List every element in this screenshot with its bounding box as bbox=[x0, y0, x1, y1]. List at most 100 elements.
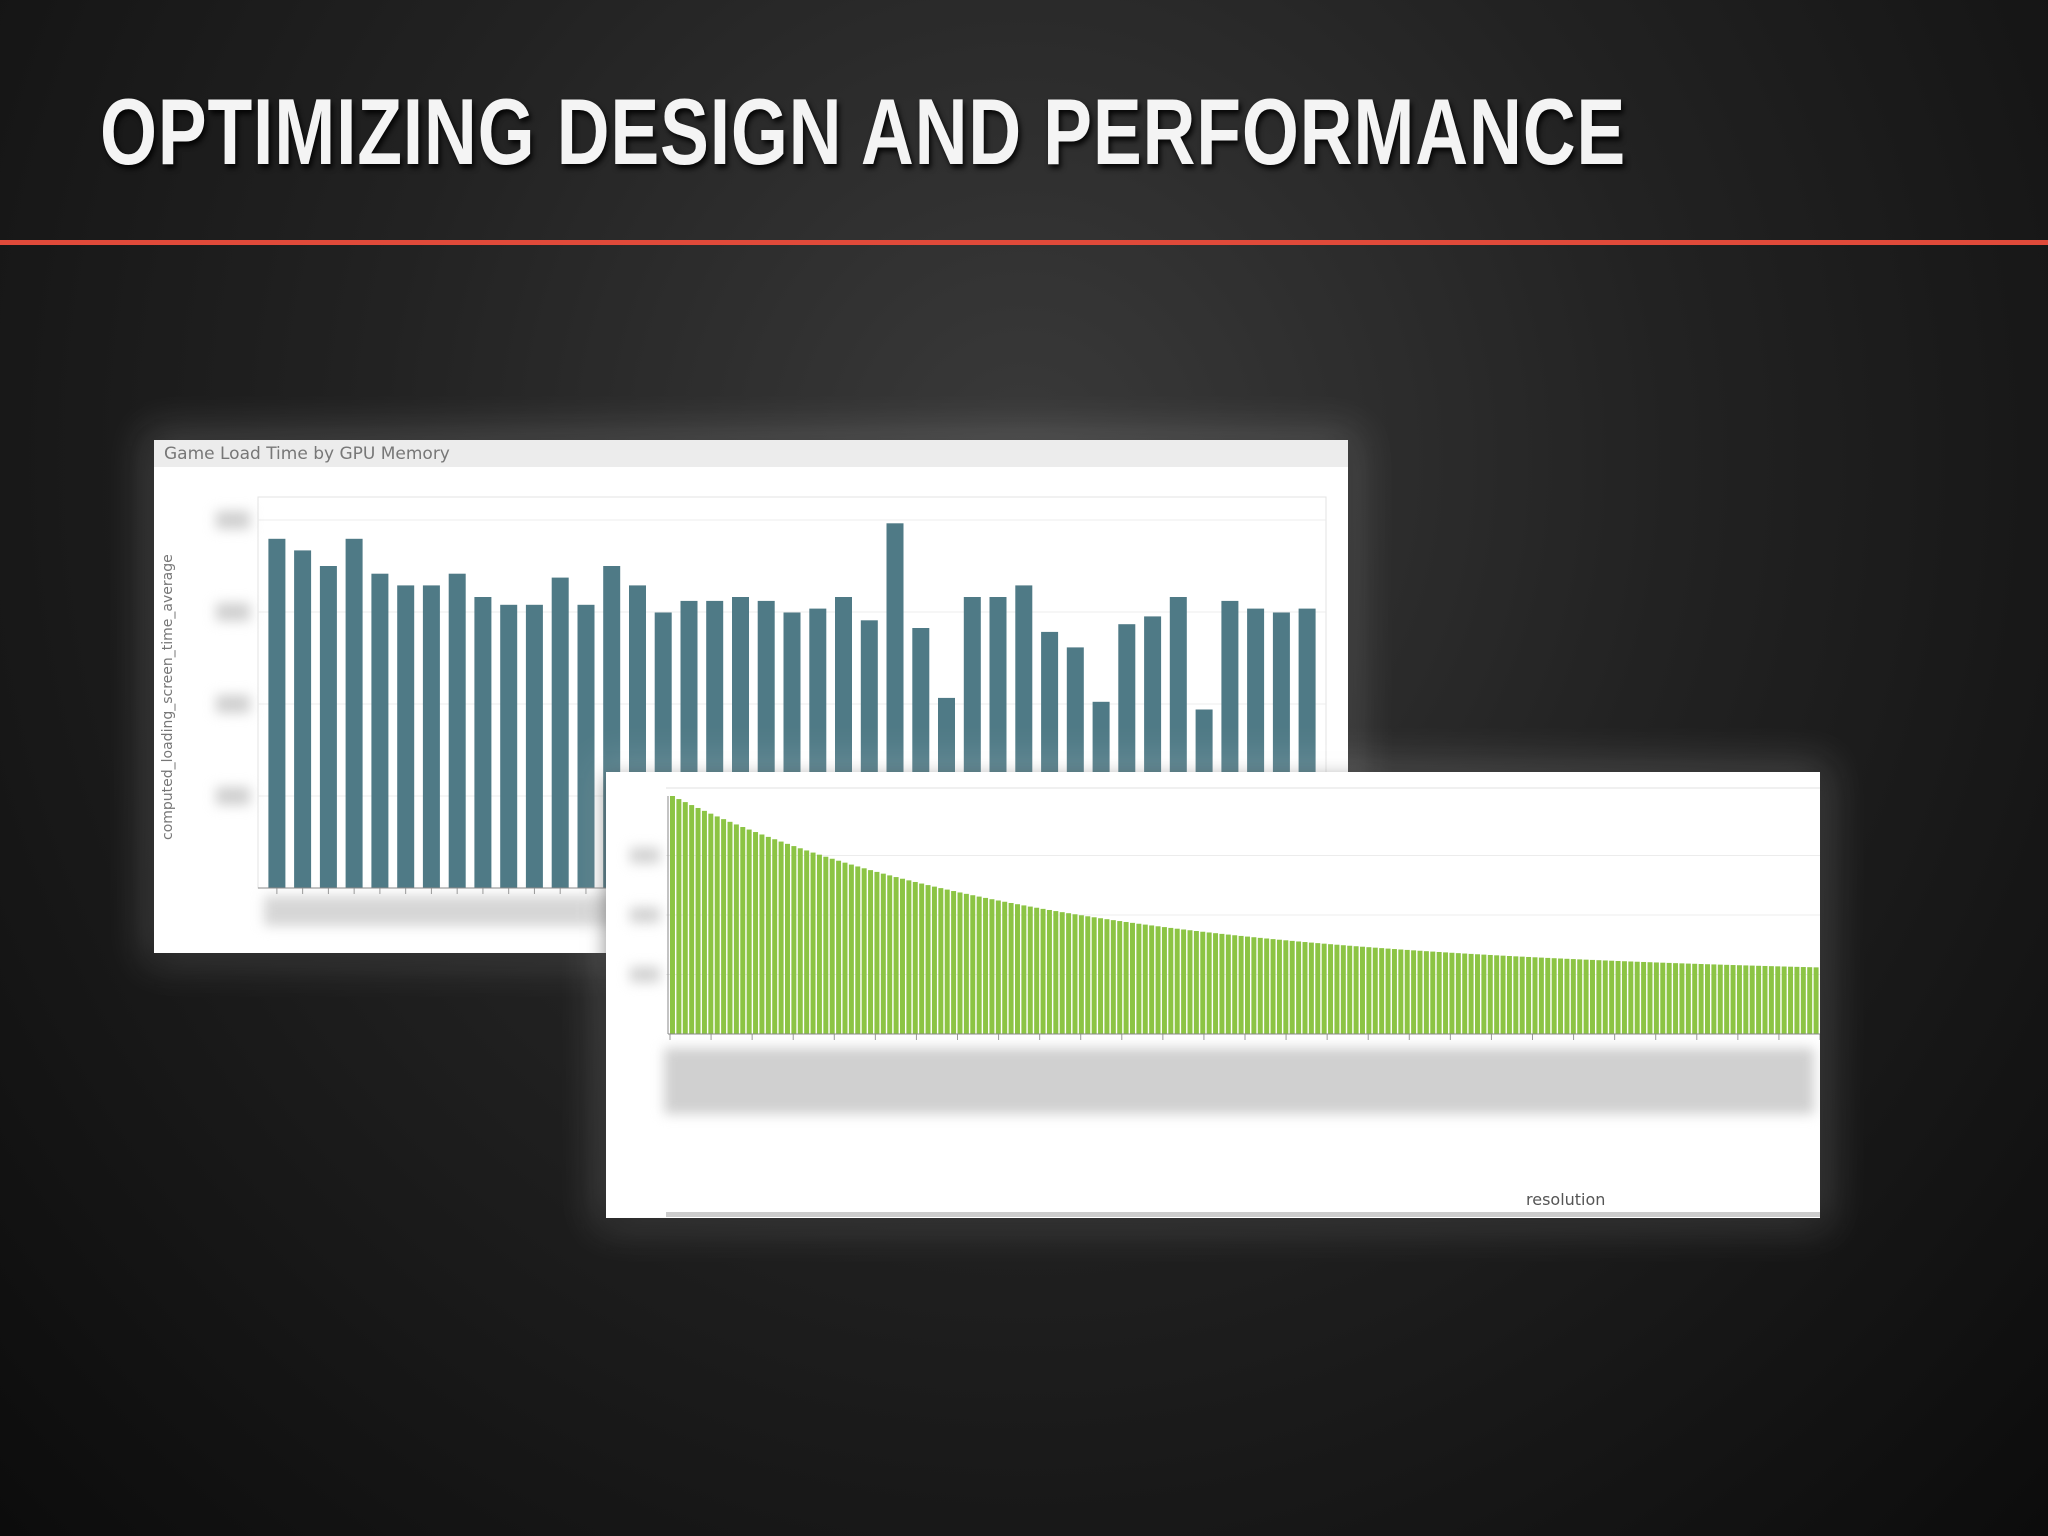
chart-2-bar bbox=[804, 850, 810, 1034]
chart-2-bar bbox=[900, 878, 905, 1034]
chart-2-bar bbox=[1110, 920, 1116, 1034]
chart-2-bar bbox=[976, 896, 982, 1034]
chart-1-y-tick-label bbox=[216, 511, 250, 529]
chart-2-scrollbar[interactable] bbox=[666, 1212, 1820, 1217]
chart-2-bar bbox=[682, 802, 688, 1034]
resolution-chart: resolution bbox=[606, 772, 1820, 1218]
chart-2-bar bbox=[1673, 963, 1679, 1034]
chart-2-bar bbox=[1276, 939, 1282, 1034]
chart-2-bar bbox=[887, 875, 893, 1034]
chart-2-bar bbox=[861, 868, 867, 1034]
chart-2-bar bbox=[989, 899, 995, 1034]
chart-2-bar bbox=[1059, 912, 1065, 1034]
chart-1-y-tick-label bbox=[216, 787, 250, 805]
chart-2-bar bbox=[957, 892, 963, 1034]
chart-2-bar bbox=[1353, 946, 1359, 1034]
chart-2-bar bbox=[1289, 940, 1295, 1034]
chart-2-x-axis-label: resolution bbox=[1526, 1190, 1605, 1209]
chart-2-bar bbox=[1130, 922, 1135, 1034]
chart-2-bar bbox=[1462, 953, 1468, 1034]
chart-2-bar bbox=[1756, 965, 1762, 1034]
chart-2-bar bbox=[708, 813, 714, 1034]
chart-2-bar bbox=[1730, 965, 1736, 1034]
chart-2-bar bbox=[1602, 960, 1608, 1034]
chart-2-bar bbox=[1040, 908, 1046, 1034]
chart-2-bar bbox=[1334, 944, 1340, 1034]
chart-2-bar bbox=[1372, 947, 1378, 1034]
chart-2-bar bbox=[733, 824, 739, 1034]
chart-2-bar bbox=[1564, 958, 1570, 1034]
chart-2-bar bbox=[963, 893, 969, 1034]
chart-2-bar bbox=[1098, 918, 1104, 1034]
chart-2-bar bbox=[778, 841, 784, 1034]
chart-2-bar bbox=[1538, 957, 1544, 1034]
chart-2-bar bbox=[1251, 937, 1257, 1034]
chart-2-bar bbox=[1506, 956, 1512, 1034]
chart-2-bar bbox=[1136, 923, 1142, 1034]
chart-2-bar bbox=[1468, 953, 1474, 1034]
chart-2-bar bbox=[1436, 951, 1442, 1034]
chart-1-y-tick-label bbox=[216, 695, 250, 713]
chart-2-bar bbox=[785, 843, 790, 1034]
chart-2-bar bbox=[1187, 930, 1193, 1034]
chart-2-bar bbox=[1705, 964, 1710, 1034]
chart-2-bar bbox=[906, 880, 912, 1034]
chart-2-bar bbox=[1379, 948, 1385, 1034]
chart-2-bar bbox=[1296, 941, 1302, 1034]
chart-2-bar bbox=[1411, 950, 1417, 1034]
chart-2-bar bbox=[868, 870, 874, 1034]
chart-2-bar bbox=[1660, 962, 1666, 1034]
chart-2-y-tick-label bbox=[630, 966, 660, 983]
chart-2-bar bbox=[995, 900, 1001, 1034]
chart-2-bar bbox=[1238, 935, 1244, 1034]
chart-1-bar bbox=[345, 538, 363, 888]
chart-2-bar bbox=[931, 886, 937, 1034]
chart-2-bar bbox=[1455, 953, 1461, 1034]
chart-2-bar bbox=[1385, 948, 1391, 1034]
chart-2-bar bbox=[1321, 943, 1327, 1034]
chart-2-bar bbox=[1021, 905, 1027, 1034]
chart-2-bar bbox=[714, 816, 720, 1034]
slide-title: OPTIMIZING DESIGN AND PERFORMANCE bbox=[100, 79, 1627, 184]
chart-2-bar bbox=[1781, 966, 1787, 1034]
chart-2-bar bbox=[810, 852, 816, 1034]
chart-2-bar bbox=[855, 866, 861, 1034]
chart-2-bar bbox=[925, 885, 931, 1034]
chart-2-bar bbox=[1430, 951, 1436, 1034]
chart-2-bar bbox=[1366, 947, 1372, 1034]
chart-2-bar bbox=[1558, 958, 1564, 1034]
chart-2-bar bbox=[944, 889, 950, 1034]
chart-2-bar bbox=[1123, 921, 1129, 1034]
chart-1-y-tick-label bbox=[216, 603, 250, 621]
chart-2-bar bbox=[1532, 957, 1538, 1034]
chart-2-bar bbox=[1264, 938, 1270, 1034]
chart-2-bar bbox=[1653, 962, 1659, 1034]
chart-2-bar bbox=[1417, 950, 1423, 1034]
chart-2-bar bbox=[1577, 959, 1583, 1034]
chart-2-bar bbox=[1155, 926, 1161, 1034]
chart-2-bar bbox=[919, 883, 925, 1034]
chart-2-bar bbox=[1257, 937, 1263, 1034]
chart-2-bar bbox=[1245, 936, 1250, 1034]
chart-2-bar bbox=[1328, 944, 1334, 1034]
chart-1-bar bbox=[319, 566, 337, 888]
chart-2-bar bbox=[1443, 952, 1449, 1034]
chart-2-bar bbox=[753, 832, 759, 1034]
chart-2-x-tick-labels bbox=[664, 1048, 1814, 1114]
chart-2-bar bbox=[1404, 949, 1410, 1034]
chart-2-bar bbox=[1181, 929, 1187, 1034]
chart-1-bar bbox=[577, 604, 595, 888]
chart-2-bar bbox=[1117, 921, 1123, 1034]
chart-2-bar bbox=[1200, 931, 1206, 1034]
chart-2-bar bbox=[1072, 914, 1078, 1034]
chart-2-bar bbox=[676, 799, 682, 1034]
chart-2-bar bbox=[938, 888, 944, 1034]
chart-1-bar bbox=[422, 585, 440, 888]
chart-2-bar bbox=[1078, 915, 1084, 1034]
chart-2-bar bbox=[759, 834, 765, 1034]
chart-2-bar bbox=[1634, 961, 1640, 1034]
chart-2-bar bbox=[1609, 960, 1615, 1034]
chart-2-bar bbox=[1749, 965, 1755, 1034]
chart-2-bar bbox=[1391, 949, 1397, 1034]
chart-2-bar bbox=[1519, 956, 1525, 1034]
